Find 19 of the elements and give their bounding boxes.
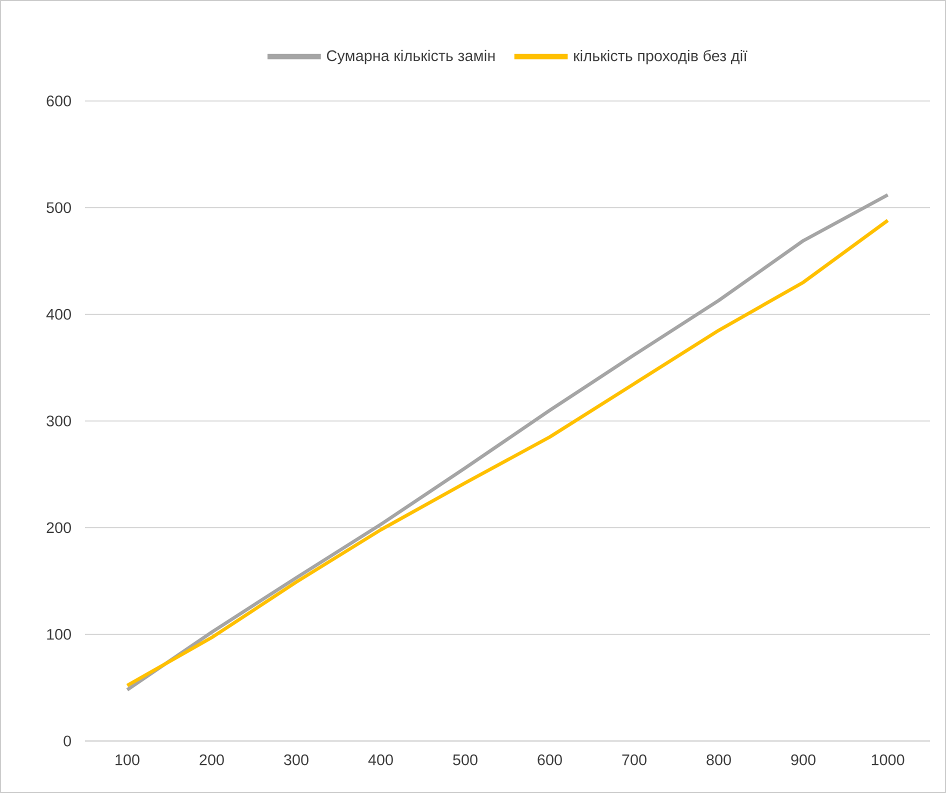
x-tick-label: 800 <box>706 754 731 766</box>
legend-label: Сумарна кількість замін <box>326 50 495 64</box>
x-tick-label: 400 <box>368 754 393 766</box>
x-tick-label: 100 <box>116 754 140 766</box>
y-tick-label: 100 <box>47 628 71 640</box>
x-tick-label: 500 <box>453 754 478 766</box>
y-tick-label: 600 <box>46 96 71 106</box>
x-tick-label: 200 <box>200 754 224 766</box>
x-tick-label: 900 <box>791 754 816 766</box>
y-tick-label: 300 <box>46 416 71 426</box>
x-tick-label: 300 <box>284 754 308 766</box>
y-tick-label: 0 <box>64 736 71 746</box>
x-tick-label: 700 <box>622 754 646 766</box>
x-tick-label: 600 <box>538 754 562 766</box>
y-tick-label: 400 <box>46 308 71 320</box>
x-tick-label: 1000 <box>872 754 904 766</box>
y-tick-label: 200 <box>46 522 71 534</box>
legend-label: кількість проходів без дії <box>574 50 748 64</box>
y-tick-label: 500 <box>46 202 71 214</box>
